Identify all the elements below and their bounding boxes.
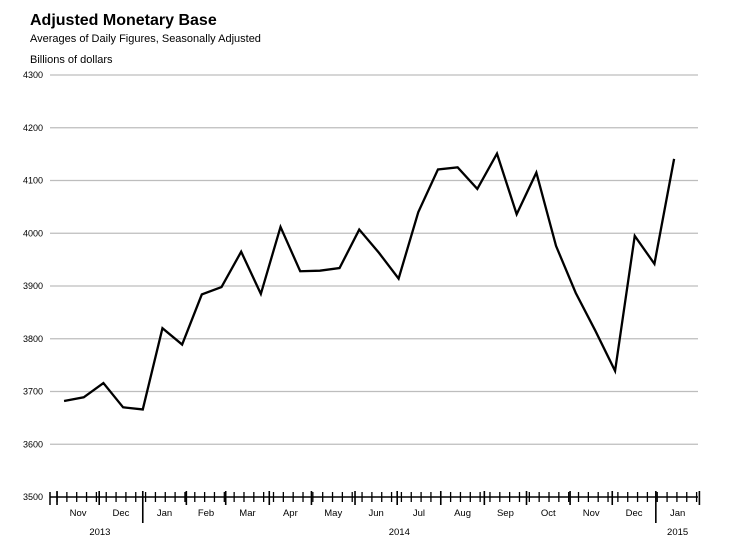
series-layer [63,150,676,411]
chart-subtitle: Averages of Daily Figures, Seasonally Ad… [30,33,261,45]
y-tick-label: 4200 [23,123,43,133]
x-tick-label: Jul [413,508,425,519]
x-axis [49,491,701,523]
x-tick-label: Apr [283,508,298,519]
y-tick-label: 3900 [23,281,43,291]
y-tick-label: 3500 [23,492,43,502]
x-tick-label: Jan [670,508,685,519]
year-labels: 2013 2014 2015 [89,527,688,538]
x-tick-label: Mar [239,508,255,519]
y-tick-label: 3700 [23,387,43,397]
x-tick-label: Nov [70,508,87,519]
month-labels: Nov Dec Jan Feb Mar Apr May Jun Jul Aug Sep Oct Nov D… [70,508,686,519]
y-tick-label: 3600 [23,439,43,449]
x-tick-label: Jun [368,508,383,519]
year-label: 2015 [667,527,688,538]
grid-lines [50,74,698,445]
y-tick-label: 4100 [23,176,43,186]
x-tick-label: Oct [541,508,556,519]
x-tick-label: Sep [497,508,514,519]
year-label: 2014 [389,527,410,538]
chart-title: Adjusted Monetary Base [30,12,217,29]
y-tick-label: 3800 [23,334,43,344]
y-tick-label: 4300 [23,70,43,80]
series-line [63,150,676,411]
x-tick-label: Aug [454,508,471,519]
x-tick-label: May [324,508,342,519]
x-tick-label: Nov [583,508,600,519]
y-tick-labels: 3500 3600 3700 3800 3900 4000 4100 4200 4300 [23,70,43,502]
y-tick-label: 4000 [23,228,43,238]
x-tick-label: Jan [157,508,172,519]
x-tick-label: Dec [626,508,643,519]
y-axis-label: Billions of dollars [30,54,113,66]
year-label: 2013 [89,527,110,538]
x-tick-label: Feb [198,508,214,519]
x-tick-label: Dec [113,508,130,519]
